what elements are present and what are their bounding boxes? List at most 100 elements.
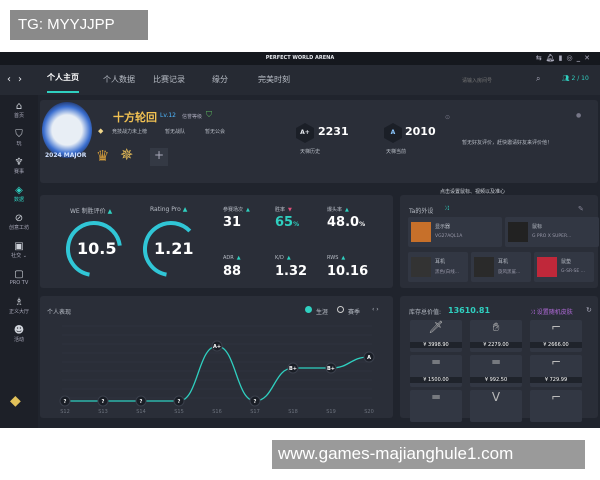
sidebar-item-5[interactable]: ▣ 社交 ⌄ xyxy=(0,241,38,259)
grade-point[interactable] xyxy=(211,340,223,352)
bell-icon[interactable]: 🔔︎ xyxy=(545,54,559,62)
play-icon: ⛉ xyxy=(15,129,23,140)
legend-career-radio[interactable] xyxy=(305,306,312,313)
gem-icon[interactable]: ◆ xyxy=(10,393,21,409)
random-skin-button[interactable]: ⤨ 设置随机皮肤 xyxy=(530,309,573,316)
medal-icon[interactable]: ✵ xyxy=(120,145,134,164)
we-gauge xyxy=(66,221,122,277)
sidebar-item-8[interactable]: ☻ 活动 xyxy=(0,325,38,343)
sidebar-item-label: 正义大厅 xyxy=(8,309,29,315)
grade-point[interactable] xyxy=(59,395,71,407)
peripheral-image xyxy=(537,257,557,277)
inventory-item-rifle[interactable]: ═ ¥ 1500.00 xyxy=(410,355,462,387)
peripheral-item[interactable]: 鼠垫 G-SR-SE ... xyxy=(534,252,594,282)
item-price: ¥ 2666.00 xyxy=(530,342,582,348)
room-search-input[interactable] xyxy=(462,74,548,87)
inventory-item-pistol2[interactable]: ⌐ xyxy=(530,390,582,422)
refresh-icon[interactable]: ↻ xyxy=(586,306,592,314)
sidebar: ⌂ 首页 ⛉ 玩 ♆ 赛事 ◈ 数据 ⊘ 创意工坊 ▣ 社交 ⌄ ▢ PRO TV ♗ 正义大厅 ☻ 活动 ◆ xyxy=(0,95,38,428)
back-button[interactable]: ‹ xyxy=(7,74,11,85)
legend-career[interactable]: 生涯 xyxy=(316,309,329,316)
minimize-icon[interactable]: _ xyxy=(576,54,585,62)
item-price: ¥ 1500.00 xyxy=(410,377,462,383)
peripherals-panel: Ta的外设 ⤨ ✎ 显示器 VG27AQL1A 鼠标 G PRO X SUPER...… xyxy=(400,195,599,288)
team[interactable]: 暂无战队 xyxy=(165,129,186,135)
tab-fate[interactable]: 缘分 xyxy=(212,75,228,84)
settings-icon[interactable]: ● xyxy=(576,112,582,119)
stat-value-number: 31 xyxy=(223,215,242,230)
stats-panel: WE 制胜评价 ▲ 10.5 Rating Pro ▲ 1.21 参赛场次 ▲ 31… xyxy=(40,195,393,288)
grade-label: B+ xyxy=(327,366,335,372)
legend-season-radio[interactable] xyxy=(337,306,344,313)
grade-point[interactable] xyxy=(97,395,109,407)
sidebar-item-1[interactable]: ⛉ 玩 xyxy=(0,129,38,147)
inventory-item-sniper[interactable]: ═ ¥ 992.50 xyxy=(470,355,522,387)
stat-label-text: 参赛场次 xyxy=(223,207,244,213)
sidebar-item-3[interactable]: ◈ 数据 xyxy=(0,185,38,203)
app-title: PERFECT WORLD ARENA xyxy=(265,55,335,61)
friends-count[interactable]: 👥︎ 2 / 10 xyxy=(562,75,589,82)
grade-point[interactable] xyxy=(287,362,299,374)
x-tick-label: S17 xyxy=(250,409,260,415)
stat-value-number: 65 xyxy=(275,215,294,230)
sidebar-item-6[interactable]: ▢ PRO TV xyxy=(0,269,38,286)
window-controls: ⇆🔔︎▮◎_✕ xyxy=(536,52,594,65)
grade-point[interactable] xyxy=(135,395,147,407)
add-medal-button[interactable]: + xyxy=(150,148,168,166)
peripheral-item[interactable]: 耳机 黑色(白线... xyxy=(408,252,468,282)
close-icon[interactable]: ✕ xyxy=(584,54,594,62)
grade-point[interactable] xyxy=(325,362,337,374)
we-label-text: WE 制胜评价 xyxy=(70,208,106,215)
avatar[interactable] xyxy=(42,102,92,158)
tab-moments[interactable]: 完美时刻 xyxy=(258,75,290,84)
inventory-item-knife[interactable]: 🗡︎ ¥ 3998.90 xyxy=(410,320,462,352)
medal-icon[interactable]: ♛ xyxy=(96,147,110,165)
forward-button[interactable]: › xyxy=(18,74,22,85)
legend-season[interactable]: 赛季 xyxy=(348,309,361,316)
tab-matches[interactable]: 比赛记录 xyxy=(153,75,185,84)
shuffle-icon[interactable]: ⤨ xyxy=(444,205,449,212)
sidebar-item-label: 社交 ⌄ xyxy=(11,253,27,259)
x-tick-label: S15 xyxy=(174,409,184,415)
inventory-item-gloves[interactable]: ✋︎ ¥ 2279.00 xyxy=(470,320,522,352)
trend-up-icon: ▲ xyxy=(286,255,291,261)
stat-label: 参赛场次 ▲ xyxy=(223,206,250,213)
info-icon[interactable]: ⊙ xyxy=(445,114,451,121)
settings-icon[interactable]: ◎ xyxy=(566,54,577,62)
review-text: 暂无好友评价，赶快邀请好友来评价他！ xyxy=(462,140,553,146)
trophy-icon: ♆ xyxy=(14,157,24,168)
tab-home[interactable]: 个人主页 xyxy=(47,65,79,93)
trust-shield-icon: ⛉ xyxy=(206,110,212,119)
inventory-item-pistol[interactable]: ⌐ ¥ 2666.00 xyxy=(530,320,582,352)
grade-point[interactable] xyxy=(249,395,261,407)
x-tick-label: S12 xyxy=(60,409,70,415)
sidebar-item-4[interactable]: ⊘ 创意工坊 xyxy=(0,213,38,231)
peripheral-item[interactable]: 显示器 VG27AQL1A xyxy=(408,217,502,247)
grade-point[interactable] xyxy=(363,351,375,363)
search-icon[interactable]: ⌕ xyxy=(536,74,541,83)
trend-up-icon: ▲ xyxy=(246,207,250,213)
sidebar-item-2[interactable]: ♆ 赛事 xyxy=(0,157,38,175)
inventory-item-sticker[interactable]: V xyxy=(470,390,522,422)
grade-point[interactable] xyxy=(173,395,185,407)
inventory-item-deagle[interactable]: ⌐ ¥ 729.99 xyxy=(530,355,582,387)
sniper-icon: ═ xyxy=(492,355,500,369)
guild[interactable]: 暂无公会 xyxy=(205,129,226,135)
sidebar-item-0[interactable]: ⌂ 首页 xyxy=(0,101,38,119)
inventory-item-ak[interactable]: ═ xyxy=(410,390,462,422)
gloves-icon: ✋︎ xyxy=(492,320,500,334)
grade-label: ? xyxy=(102,399,105,405)
inventory-label: 库存总价值: xyxy=(409,309,442,316)
x-tick-label: S14 xyxy=(136,409,146,415)
sidebar-item-7[interactable]: ♗ 正义大厅 xyxy=(0,297,38,315)
peripheral-item[interactable]: 耳机 旋风黑鲨... xyxy=(471,252,531,282)
chart-prev-button[interactable]: ‹ › xyxy=(372,306,379,313)
edit-icon[interactable]: ✎ xyxy=(578,205,584,213)
tab-data[interactable]: 个人数据 xyxy=(103,75,135,84)
transfer-icon[interactable]: ⇆ xyxy=(535,54,546,62)
stat-unit: % xyxy=(359,221,366,228)
grade-label: A xyxy=(367,355,371,361)
signal-icon[interactable]: ▮ xyxy=(558,54,567,62)
peripheral-item[interactable]: 鼠标 G PRO X SUPER... xyxy=(505,217,599,247)
stat-value: 88 xyxy=(223,264,241,279)
